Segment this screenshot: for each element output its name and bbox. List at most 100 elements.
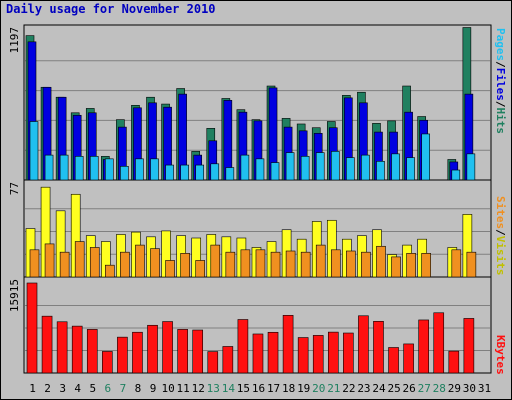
pages-bar [180, 164, 189, 181]
x-tick-label: 16 [252, 382, 265, 395]
x-tick-label: 6 [105, 382, 112, 395]
x-tick-label: 5 [89, 382, 96, 395]
sites-bar [406, 253, 416, 278]
pages-bar [240, 154, 250, 181]
legend-entry: / [494, 229, 507, 236]
pages-bar [391, 153, 400, 181]
kbytes-bar [207, 351, 219, 374]
x-tick-label: 11 [177, 382, 190, 395]
kbytes-bar [418, 319, 429, 374]
kbytes-bar [117, 336, 128, 374]
x-tick-label: 1 [29, 382, 36, 395]
kbytes-bar [192, 329, 204, 374]
kbytes-bar [343, 332, 354, 374]
sites-bar [300, 251, 311, 278]
kbytes-bar [56, 321, 68, 374]
pages-bar [315, 152, 325, 181]
x-tick-label: 17 [267, 382, 280, 395]
kbytes-bar [463, 318, 475, 374]
legend-entry: Pages [494, 28, 507, 61]
sites-bar [89, 247, 100, 278]
pages-bar [195, 164, 205, 181]
pages-bar [74, 156, 84, 181]
x-tick-label: 31 [478, 382, 491, 395]
kbytes-bar [237, 319, 249, 374]
kbytes-bar [102, 351, 113, 374]
legend-pages-files-hits: Pages/Files/Hits [494, 28, 507, 134]
kbytes-bar [177, 329, 188, 374]
kbytes-bar [222, 346, 234, 374]
kbytes-bar [327, 331, 339, 374]
sites-bar [150, 248, 160, 278]
legend-entry: / [494, 61, 507, 68]
pages-bar [421, 133, 430, 181]
sites-bar [270, 251, 281, 278]
sites-bar [210, 244, 221, 278]
panel-2-max-label: 77 [8, 182, 21, 195]
x-tick-label: 9 [150, 382, 157, 395]
x-tick-label: 20 [312, 382, 325, 395]
pages-bar [89, 156, 99, 181]
pages-bar [135, 158, 144, 181]
sites-bar [451, 249, 462, 278]
sites-bar [361, 251, 371, 278]
x-tick-label: 14 [222, 382, 236, 395]
kbytes-bar [267, 331, 279, 374]
kbytes-bar [86, 329, 98, 374]
kbytes-bar [373, 321, 384, 374]
x-tick-label: 18 [282, 382, 295, 395]
pages-bar [165, 164, 174, 181]
kbytes-bar [358, 315, 369, 374]
sites-bar [255, 249, 266, 278]
x-tick-label: 29 [448, 382, 461, 395]
kbytes-bar [448, 350, 460, 374]
sites-bar [135, 244, 145, 278]
pages-bar [466, 153, 476, 181]
kbytes-bar [71, 325, 83, 374]
sites-bar [421, 253, 431, 278]
x-tick-label: 26 [403, 382, 416, 395]
sites-bar [376, 245, 386, 278]
sites-bar [180, 253, 190, 278]
x-tick-label: 10 [161, 382, 174, 395]
kbytes-bar [41, 315, 53, 374]
sites-bar [391, 256, 401, 278]
pages-bar [105, 158, 114, 181]
x-tick-label: 13 [207, 382, 220, 395]
pages-bar [300, 156, 310, 181]
x-tick-label: 15 [237, 382, 250, 395]
pages-bar [150, 158, 159, 181]
sites-bar [285, 250, 296, 278]
kbytes-bar [297, 337, 309, 374]
sites-bar [59, 251, 70, 278]
legend-kbytes: KBytes [494, 335, 507, 375]
x-tick-label: 2 [44, 382, 51, 395]
legend-entry: Visits [494, 236, 507, 276]
pages-bar [255, 158, 265, 181]
x-tick-label: 24 [372, 382, 386, 395]
pages-bar [361, 154, 370, 181]
kbytes-bar [433, 312, 445, 374]
x-tick-label: 25 [387, 382, 400, 395]
x-tick-label: 23 [357, 382, 370, 395]
pages-bar [346, 157, 355, 181]
sites-bar [315, 244, 326, 278]
legend-entry: / [494, 101, 507, 108]
kbytes-bar [132, 331, 143, 374]
pages-bar [44, 154, 54, 181]
pages-bar [29, 121, 39, 181]
pages-bar [59, 154, 69, 181]
sites-bar [165, 260, 175, 278]
chart-title: Daily usage for November 2010 [6, 2, 216, 16]
sites-bar [330, 249, 341, 278]
sites-bar [240, 249, 251, 278]
panel-1-max-label: 1197 [8, 27, 21, 54]
pages-bar [210, 163, 220, 181]
x-tick-label: 7 [120, 382, 127, 395]
pages-bar [330, 151, 340, 181]
x-tick-label: 28 [433, 382, 446, 395]
sites-bar [346, 250, 356, 278]
pages-bar [270, 162, 280, 181]
sites-bar [195, 260, 206, 278]
